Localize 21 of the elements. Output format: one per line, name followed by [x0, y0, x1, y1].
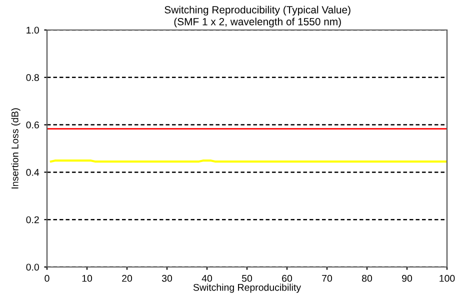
x-tick-label: 60: [282, 274, 292, 282]
y-tick-label: 1.0: [26, 26, 39, 34]
chart-subtitle: (SMF 1 x 2, wavelength of 1550 nm): [174, 18, 341, 28]
x-tick-label: 90: [402, 274, 412, 282]
x-tick-label: 20: [122, 274, 132, 282]
y-axis-title: Insertion Loss (dB): [11, 108, 20, 188]
x-tick-label: 100: [440, 274, 455, 282]
x-tick-label: 50: [242, 274, 252, 282]
chart-title: Switching Reproducibility (Typical Value): [164, 6, 350, 16]
y-tick-label: 0.8: [26, 74, 39, 82]
y-tick-label: 0.6: [26, 122, 39, 128]
y-tick-label: 0.2: [26, 216, 39, 224]
x-tick-label: 70: [322, 274, 332, 282]
x-tick-label: 30: [162, 274, 172, 282]
x-axis-title: Switching Reproducibility: [193, 284, 302, 293]
x-tick-label: 80: [362, 274, 372, 282]
x-tick-label: 10: [82, 274, 92, 282]
y-tick-label: 0.4: [26, 168, 40, 176]
y-tick-label: 0.0: [26, 264, 39, 271]
x-tick-label: 40: [202, 274, 212, 282]
x-tick-label: 0: [44, 274, 50, 282]
